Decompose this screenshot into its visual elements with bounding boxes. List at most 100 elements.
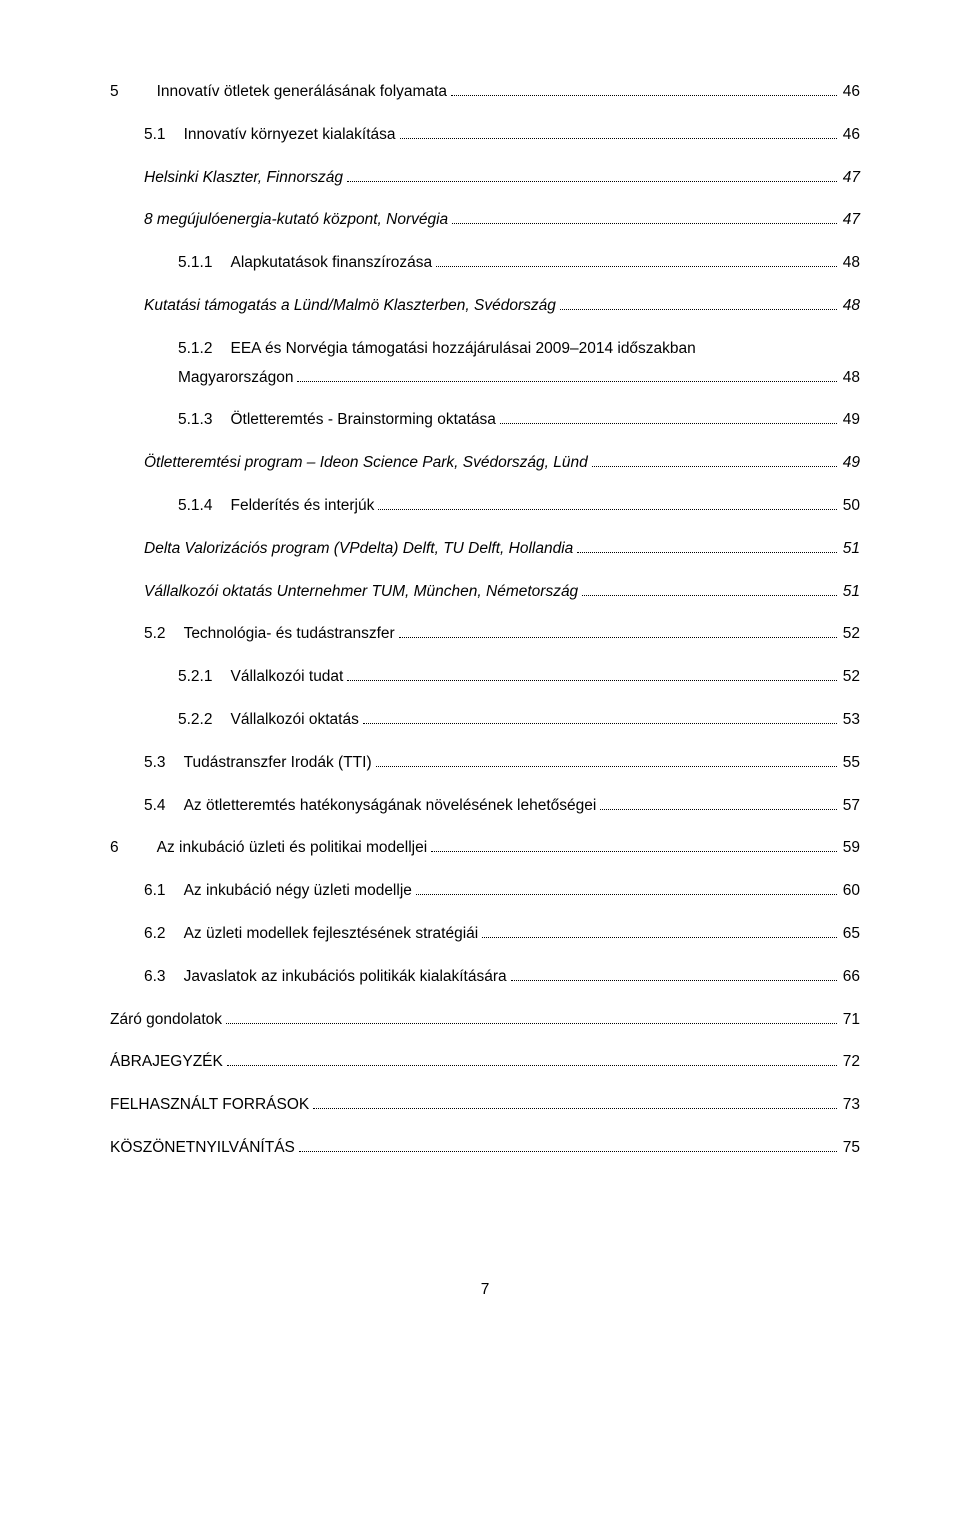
toc-entry-page: 55 [841, 751, 860, 776]
toc-leader [560, 296, 837, 310]
toc-entry: Vállalkozói oktatás Unternehmer TUM, Mün… [110, 580, 860, 605]
toc-entry: Záró gondolatok71 [110, 1008, 860, 1033]
toc-entry: 6.2Az üzleti modellek fejlesztésének str… [110, 922, 860, 947]
toc-leader [416, 881, 837, 895]
toc-entry-page: 51 [841, 537, 860, 562]
toc-leader [313, 1095, 837, 1109]
toc-entry: 8 megújulóenergia-kutató központ, Norvég… [110, 208, 860, 233]
toc-entry-page: 73 [841, 1093, 860, 1118]
toc-leader [347, 667, 836, 681]
toc-entry-label: 8 megújulóenergia-kutató központ, Norvég… [144, 208, 448, 233]
toc-entry-page: 53 [841, 708, 860, 733]
toc-entry-page: 65 [841, 922, 860, 947]
toc-entry-number: 5.2.2 [178, 708, 230, 733]
toc-entry-label: Technológia- és tudástranszfer [184, 622, 395, 647]
toc-entry-number: 5.1.3 [178, 408, 230, 433]
toc-leader [451, 82, 837, 96]
toc-leader [431, 838, 837, 852]
toc-entry-page: 46 [841, 80, 860, 105]
toc-entry: FELHASZNÁLT FORRÁSOK 73 [110, 1093, 860, 1118]
toc-entry-number: 5.2 [144, 622, 184, 647]
toc-leader [378, 496, 836, 510]
toc-leader [511, 967, 837, 981]
toc-entry: 5.3Tudástranszfer Irodák (TTI) 55 [110, 751, 860, 776]
toc-entry: KÖSZÖNETNYILVÁNÍTÁS75 [110, 1136, 860, 1161]
toc-entry-label: Kutatási támogatás a Lünd/Malmö Klaszter… [144, 294, 556, 319]
toc-entry: 5Innovatív ötletek generálásának folyama… [110, 80, 860, 105]
toc-leader [500, 410, 837, 424]
toc-entry: 5.2.1Vállalkozói tudat 52 [110, 665, 860, 690]
toc-entry-number: 6.2 [144, 922, 184, 947]
toc-entry-page: 48 [841, 251, 860, 276]
toc-entry-label: Delta Valorizációs program (VPdelta) Del… [144, 537, 573, 562]
page-number: 7 [481, 1281, 490, 1298]
toc-entry-label: Ötletteremtés - Brainstorming oktatása [230, 408, 495, 433]
toc-entry-number: 5 [110, 80, 157, 105]
toc-entry-page: 60 [841, 879, 860, 904]
toc-entry-number: 5.3 [144, 751, 184, 776]
toc-entry-page: 66 [841, 965, 860, 990]
toc-entry-number: 5.1.2 [178, 337, 230, 362]
toc-entry-label: Magyarországon [178, 366, 293, 391]
toc-entry-page: 51 [841, 580, 860, 605]
toc-entry-label: Az ötletteremtés hatékonyságának növelés… [184, 794, 597, 819]
toc-entry-page: 50 [841, 494, 860, 519]
toc-entry-label: Innovatív környezet kialakítása [184, 123, 396, 148]
toc-entry: 5.1.3Ötletteremtés - Brainstorming oktat… [110, 408, 860, 433]
toc-entry-number: 6 [110, 836, 157, 861]
toc-entry-label: KÖSZÖNETNYILVÁNÍTÁS [110, 1136, 295, 1161]
toc-entry-label: Alapkutatások finanszírozása [230, 251, 432, 276]
toc-entry: Helsinki Klaszter, Finnország 47 [110, 166, 860, 191]
toc-entry-number: 5.1.1 [178, 251, 230, 276]
toc-entry-label: Helsinki Klaszter, Finnország [144, 166, 343, 191]
toc-entry-continuation: Magyarországon48 [178, 366, 860, 391]
toc-entry-label: Vállalkozói oktatás Unternehmer TUM, Mün… [144, 580, 578, 605]
toc-leader [227, 1052, 837, 1066]
toc-entry-number: 5.4 [144, 794, 184, 819]
toc-leader [347, 168, 837, 182]
toc-entry: Delta Valorizációs program (VPdelta) Del… [110, 537, 860, 562]
page-footer: 7 [110, 1281, 860, 1299]
toc-leader [400, 125, 837, 139]
toc-entry: 6Az inkubáció üzleti és politikai modell… [110, 836, 860, 861]
toc-entry-number: 6.1 [144, 879, 184, 904]
toc-entry-page: 57 [841, 794, 860, 819]
toc-leader [577, 539, 836, 553]
toc-entry: 6.1Az inkubáció négy üzleti modellje60 [110, 879, 860, 904]
toc-entry-number: 5.1.4 [178, 494, 230, 519]
toc-leader [226, 1010, 837, 1024]
toc-leader [297, 368, 836, 382]
toc-leader [600, 796, 836, 810]
toc-entry-number: 5.2.1 [178, 665, 230, 690]
toc-entry-label: Innovatív ötletek generálásának folyamat… [157, 80, 447, 105]
toc-entry-page: 47 [841, 208, 860, 233]
toc-leader [376, 753, 837, 767]
toc-entry-label: Tudástranszfer Irodák (TTI) [184, 751, 372, 776]
toc-entry-page: 47 [841, 166, 860, 191]
toc-entry-label: Az üzleti modellek fejlesztésének straté… [184, 922, 479, 947]
toc-entry-label: Vállalkozói oktatás [230, 708, 358, 733]
toc-entry: 5.1.4Felderítés és interjúk50 [110, 494, 860, 519]
toc-leader [399, 624, 837, 638]
toc-entry-label: Javaslatok az inkubációs politikák kiala… [184, 965, 507, 990]
toc-entry: 6.3Javaslatok az inkubációs politikák ki… [110, 965, 860, 990]
toc-entry-page: 72 [841, 1050, 860, 1075]
toc-entry-page: 52 [841, 665, 860, 690]
toc-entry-number: 5.1 [144, 123, 184, 148]
toc-entry: 5.1.2EEA és Norvégia támogatási hozzájár… [110, 337, 860, 391]
toc-entry-page: 46 [841, 123, 860, 148]
toc-entry: 5.2Technológia- és tudástranszfer52 [110, 622, 860, 647]
toc-entry: 5.4Az ötletteremtés hatékonyságának növe… [110, 794, 860, 819]
toc-leader [436, 253, 837, 267]
toc-entry: 5.1.1Alapkutatások finanszírozása 48 [110, 251, 860, 276]
toc-leader [363, 710, 837, 724]
toc-entry-label: EEA és Norvégia támogatási hozzájárulása… [230, 337, 695, 362]
toc-entry-label: Ötletteremtési program – Ideon Science P… [144, 451, 588, 476]
toc-entry-page: 71 [841, 1008, 860, 1033]
toc-entry: 5.1Innovatív környezet kialakítása 46 [110, 123, 860, 148]
toc-leader [482, 924, 837, 938]
toc-entry-label: FELHASZNÁLT FORRÁSOK [110, 1093, 309, 1118]
toc-entry-page: 49 [841, 451, 860, 476]
toc-entry-label: Vállalkozói tudat [230, 665, 343, 690]
toc-leader [299, 1138, 837, 1152]
